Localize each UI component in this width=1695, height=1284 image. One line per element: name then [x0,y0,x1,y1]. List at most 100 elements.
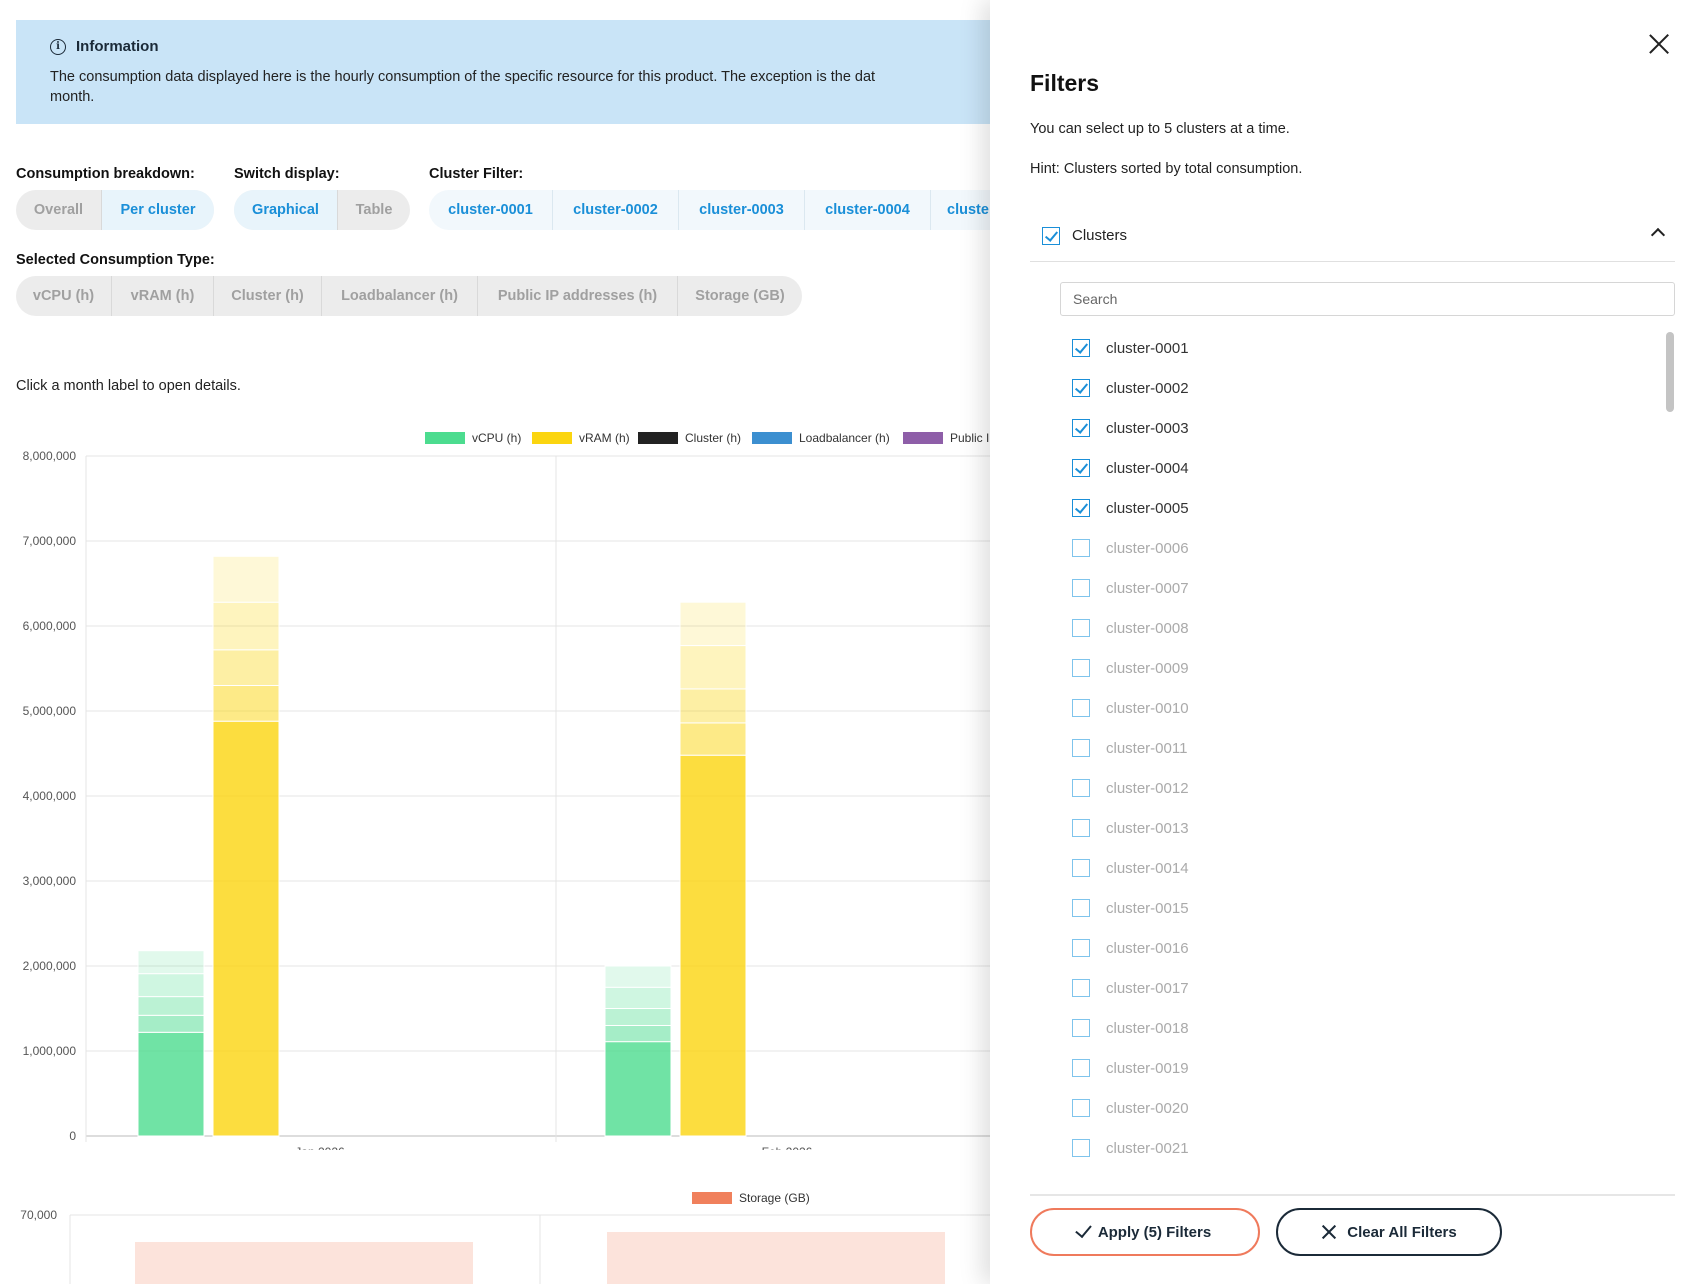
bar-segment [679,645,747,690]
cluster-checkbox[interactable] [1072,859,1090,877]
cluster-label: cluster-0012 [1106,779,1189,797]
cluster-checkbox[interactable] [1072,739,1090,757]
list-item[interactable]: cluster-0006 [1060,528,1660,568]
cluster-chip[interactable]: cluster-0004 [805,190,931,230]
y-tick-label: 1,000,000 [23,1044,77,1058]
bar-segment [604,1041,672,1137]
cluster-label: cluster-0006 [1106,539,1189,557]
type-option-vcpu[interactable]: vCPU (h) [16,276,112,316]
cluster-label: cluster-0017 [1106,979,1189,997]
bar-segment [679,722,747,756]
cluster-label: cluster-0004 [1106,459,1189,477]
cluster-checkbox[interactable] [1072,1099,1090,1117]
y-tick-label: 6,000,000 [23,619,77,633]
cluster-label: cluster-0019 [1106,1059,1189,1077]
chevron-up-icon[interactable] [1650,227,1666,243]
legend-swatch [752,432,792,444]
list-item[interactable]: cluster-0019 [1060,1048,1660,1088]
breakdown-option-overall[interactable]: Overall [16,190,102,230]
list-item[interactable]: cluster-0008 [1060,608,1660,648]
cluster-list-scrollbar[interactable] [1666,330,1674,1164]
cluster-chip[interactable]: cluster-0002 [553,190,679,230]
list-item[interactable]: cluster-0015 [1060,888,1660,928]
list-item[interactable]: cluster-0014 [1060,848,1660,888]
chart-legend: vCPU (h) vRAM (h) Cluster (h) Loadbalancer … [425,431,989,445]
type-option-storage[interactable]: Storage (GB) [695,288,785,304]
cluster-label: cluster-0010 [1106,699,1189,717]
cluster-checkbox[interactable] [1072,339,1090,357]
list-item[interactable]: cluster-0017 [1060,968,1660,1008]
breakdown-option-per-cluster[interactable]: Per cluster [102,190,214,230]
cluster-label: cluster-0005 [1106,499,1189,517]
list-item[interactable]: cluster-0011 [1060,728,1660,768]
cluster-checkbox[interactable] [1072,1139,1090,1157]
cluster-checkbox[interactable] [1072,659,1090,677]
display-option-table[interactable]: Table [355,202,393,218]
cluster-label: cluster-0015 [1106,899,1189,917]
clear-filters-button[interactable]: Clear All Filters [1276,1208,1502,1256]
cluster-search-input[interactable] [1060,282,1675,316]
bar-segment [212,685,280,722]
list-item[interactable]: cluster-0020 [1060,1088,1660,1128]
bar-segment [137,973,205,998]
list-item[interactable]: cluster-0002 [1060,368,1660,408]
cluster-checkbox[interactable] [1072,699,1090,717]
cluster-checkbox[interactable] [1072,459,1090,477]
list-item[interactable]: cluster-0005 [1060,488,1660,528]
type-option-loadbalancer[interactable]: Loadbalancer (h) [322,276,478,316]
cluster-checkbox[interactable] [1072,539,1090,557]
bar-segment [607,1232,945,1284]
y-tick-label: 4,000,000 [23,789,77,803]
cluster-checkbox[interactable] [1072,379,1090,397]
list-item[interactable]: cluster-0012 [1060,768,1660,808]
type-option-public-ip[interactable]: Public IP addresses (h) [478,276,678,316]
type-option-cluster[interactable]: Cluster (h) [214,276,322,316]
cluster-checkbox[interactable] [1072,619,1090,637]
cluster-checkbox[interactable] [1072,979,1090,997]
legend-label: Storage (GB) [739,1191,810,1205]
type-option-vram[interactable]: vRAM (h) [112,276,214,316]
cluster-chip[interactable]: cluste [931,190,990,230]
list-item[interactable]: cluster-0010 [1060,688,1660,728]
clusters-group-header[interactable]: Clusters [1030,210,1675,262]
list-item[interactable]: cluster-0016 [1060,928,1660,968]
cluster-checkbox[interactable] [1072,1059,1090,1077]
y-tick-label: 5,000,000 [23,704,77,718]
chart-hint: Click a month label to open details. [16,378,241,394]
cluster-checkbox[interactable] [1072,779,1090,797]
list-item[interactable]: cluster-0007 [1060,568,1660,608]
cluster-checkbox[interactable] [1072,1019,1090,1037]
close-icon[interactable] [1645,30,1673,58]
cluster-checkbox[interactable] [1072,579,1090,597]
chart-legend: Storage (GB) [692,1191,810,1205]
legend-label: Public I [950,431,989,445]
list-item[interactable]: cluster-0001 [1060,328,1660,368]
clear-filters-label: Clear All Filters [1347,1223,1457,1241]
list-item[interactable]: cluster-0021 [1060,1128,1660,1164]
clusters-select-all-checkbox[interactable] [1042,226,1060,245]
list-item[interactable]: cluster-0004 [1060,448,1660,488]
apply-filters-button[interactable]: Apply (5) Filters [1030,1208,1260,1256]
cluster-checkbox[interactable] [1072,499,1090,517]
check-icon [1075,1220,1092,1239]
cluster-list-scroll-thumb[interactable] [1666,332,1674,412]
list-item[interactable]: cluster-0013 [1060,808,1660,848]
display-option-graphical[interactable]: Graphical [234,190,338,230]
bar-segment [212,649,280,687]
cluster-chip[interactable]: cluster-0003 [679,190,805,230]
bar-segment [604,965,672,988]
cluster-checkbox[interactable] [1072,819,1090,837]
cluster-checkbox[interactable] [1072,939,1090,957]
display-label: Switch display: [234,166,340,182]
list-item[interactable]: cluster-0009 [1060,648,1660,688]
list-item[interactable]: cluster-0018 [1060,1008,1660,1048]
legend-swatch [692,1192,732,1204]
y-tick-label: 70,000 [20,1208,57,1222]
cluster-checkbox[interactable] [1072,419,1090,437]
cluster-list: cluster-0001 cluster-0002 cluster-0003 clus… [1060,328,1660,1164]
cluster-chip[interactable]: cluster-0001 [429,190,553,230]
cluster-label: cluster-0007 [1106,579,1189,597]
list-item[interactable]: cluster-0003 [1060,408,1660,448]
cluster-label: cluster-0020 [1106,1099,1189,1117]
cluster-checkbox[interactable] [1072,899,1090,917]
